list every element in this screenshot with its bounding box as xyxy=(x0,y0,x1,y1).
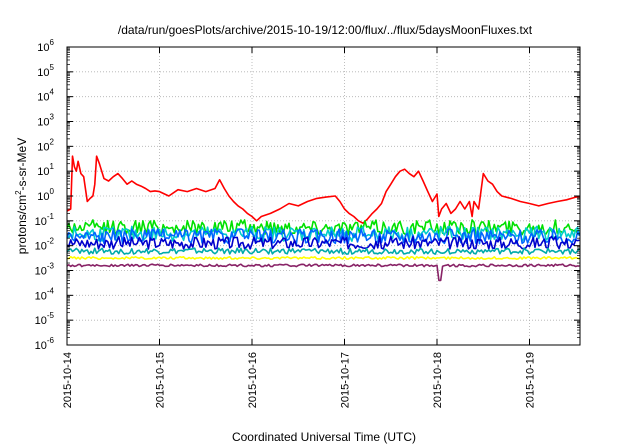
y-tick-label: 10-3 xyxy=(35,262,55,278)
y-tick-base: 10 xyxy=(35,315,47,327)
series-line-7 xyxy=(66,255,580,260)
y-tick-exp: 6 xyxy=(50,38,55,47)
y-axis-label-main: protons/cm xyxy=(15,195,29,254)
x-tick-label: 2015-10-18 xyxy=(432,352,444,408)
series-line-8 xyxy=(66,263,580,282)
x-tick-label: 2015-10-17 xyxy=(340,352,352,408)
y-tick-base: 10 xyxy=(35,241,47,253)
y-tick-label: 10-5 xyxy=(35,311,55,327)
y-axis-label-rest: -s-sr-MeV xyxy=(15,138,29,191)
y-tick-base: 10 xyxy=(37,141,49,153)
y-tick-label: 10-2 xyxy=(35,237,55,253)
y-tick-base: 10 xyxy=(37,42,49,54)
y-tick-base: 10 xyxy=(35,340,47,352)
y-tick-exp: 0 xyxy=(50,187,55,196)
x-tick-label: 2015-10-16 xyxy=(247,352,259,408)
x-axis-label: Coordinated Universal Time (UTC) xyxy=(232,430,416,444)
series-line-3 xyxy=(66,225,581,242)
y-tick-exp: -3 xyxy=(47,262,55,271)
y-tick-label: 101 xyxy=(37,162,54,178)
y-tick-label: 10-1 xyxy=(35,212,55,228)
y-tick-label: 105 xyxy=(37,63,54,79)
y-tick-exp: 3 xyxy=(50,113,55,122)
series-line-6 xyxy=(66,247,580,255)
x-axis: 2015-10-14 2015-10-15 2015-10-16 2015-10-17… xyxy=(62,47,537,408)
y-tick-label: 10-6 xyxy=(35,336,55,352)
y-tick-base: 10 xyxy=(37,117,49,129)
x-tick-label: 2015-10-15 xyxy=(155,352,167,408)
y-tick-exp: -5 xyxy=(47,311,55,320)
y-axis: 10-610-510-410-310-210-11001011021031041… xyxy=(35,38,580,352)
y-tick-exp: 4 xyxy=(50,88,55,97)
y-tick-label: 106 xyxy=(37,38,54,54)
y-axis-label-sup: 2 xyxy=(14,190,23,195)
y-tick-base: 10 xyxy=(37,166,49,178)
y-tick-label: 103 xyxy=(37,113,54,129)
y-tick-base: 10 xyxy=(35,216,47,228)
y-tick-base: 10 xyxy=(37,191,49,203)
y-tick-exp: -1 xyxy=(47,212,55,221)
y-tick-exp: -4 xyxy=(47,286,55,295)
x-tick-label: 2015-10-14 xyxy=(62,352,74,408)
y-tick-exp: -6 xyxy=(47,336,55,345)
y-tick-base: 10 xyxy=(37,92,49,104)
y-tick-exp: 5 xyxy=(50,63,55,72)
x-tick-label: 2015-10-19 xyxy=(525,352,537,408)
series-line-5 xyxy=(66,235,580,250)
series-group xyxy=(66,155,581,282)
y-tick-label: 102 xyxy=(37,137,54,153)
y-tick-base: 10 xyxy=(35,290,47,302)
y-tick-base: 10 xyxy=(37,67,49,79)
y-tick-label: 104 xyxy=(37,88,54,104)
y-tick-label: 100 xyxy=(37,187,54,203)
series-line-2 xyxy=(66,219,580,236)
y-tick-exp: 1 xyxy=(50,162,55,171)
y-tick-base: 10 xyxy=(35,266,47,278)
series-line-4 xyxy=(66,228,581,245)
y-tick-exp: -2 xyxy=(47,237,55,246)
y-tick-label: 10-4 xyxy=(35,286,55,302)
y-axis-label: protons/cm2-s-sr-MeV xyxy=(14,138,29,254)
chart-title: /data/run/goesPlots/archive/2015-10-19/1… xyxy=(118,23,533,37)
y-tick-exp: 2 xyxy=(50,137,55,146)
series-line-1 xyxy=(66,155,581,224)
